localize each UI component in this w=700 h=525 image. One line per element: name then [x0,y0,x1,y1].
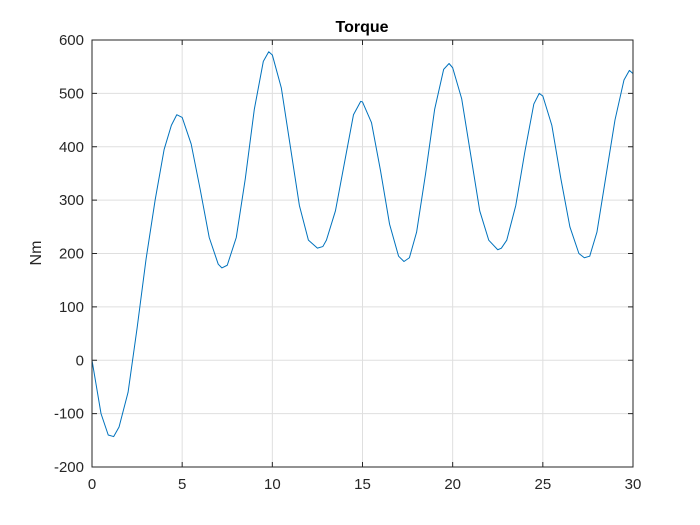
x-tick-label: 5 [178,476,186,493]
x-tick-label: 15 [354,476,371,493]
series-layer [91,51,634,438]
y-tick-labels: -200 -100 0 100 200 300 400 500 600 [54,32,84,476]
y-axis-label: Nm [28,241,45,266]
chart-title: Torque [335,19,388,36]
x-tick-labels: 0 5 10 15 20 25 30 [88,476,642,493]
x-tick-label: 30 [625,476,642,493]
axes [91,39,634,468]
x-tick-label: 0 [88,476,96,493]
y-tick-label: 100 [59,299,84,316]
y-tick-label: 0 [76,352,84,369]
y-tick-label: 400 [59,139,84,156]
y-tick-label: 500 [59,85,84,102]
y-tick-label: 600 [59,32,84,49]
y-tick-label: 300 [59,192,84,209]
x-tick-label: 10 [264,476,281,493]
y-tick-label: 200 [59,246,84,263]
y-tick-label: -100 [54,406,84,423]
x-tick-label: 20 [444,476,461,493]
y-tick-label: -200 [54,459,84,476]
torque-series-line [91,51,634,438]
x-tick-label: 25 [534,476,551,493]
grid [91,39,634,468]
